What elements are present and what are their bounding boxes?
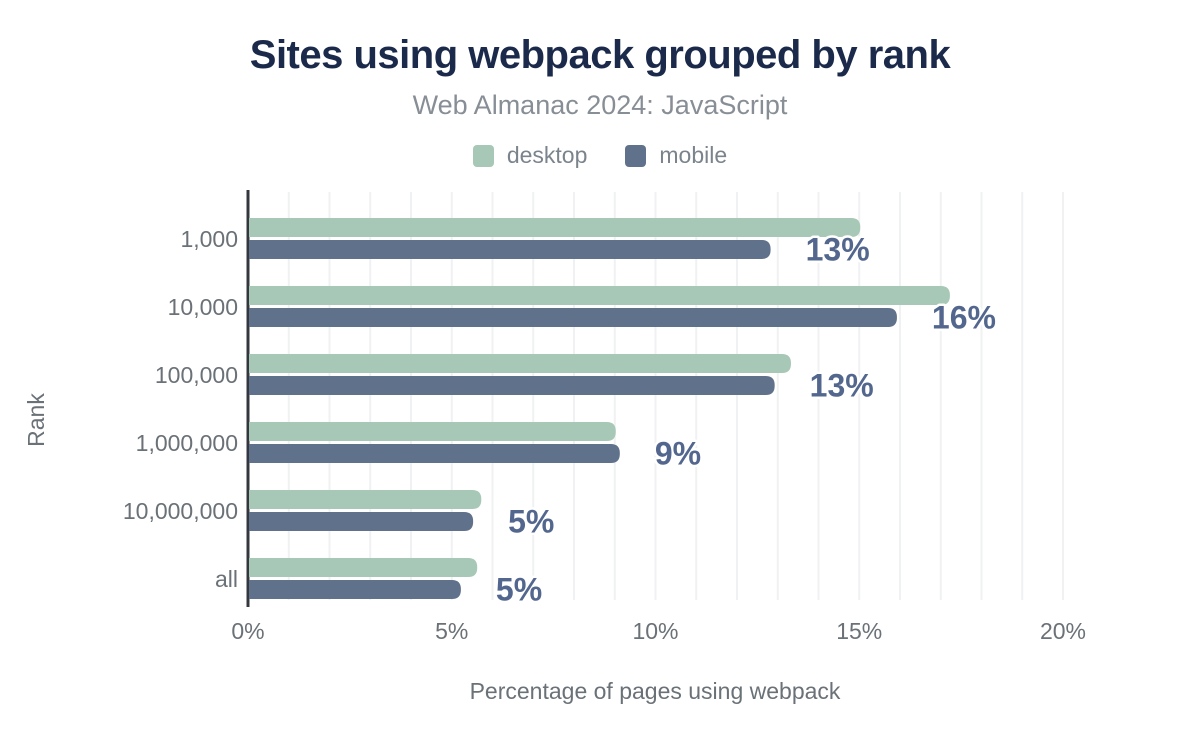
bar-desktop-2[interactable] [249, 354, 791, 373]
bar-value-label: 9% [655, 436, 701, 472]
y-axis-title: Rank [23, 393, 49, 447]
x-axis-title: Percentage of pages using webpack [470, 678, 841, 704]
bar-mobile-2[interactable] [249, 376, 775, 395]
x-tick-label: 20% [1040, 618, 1086, 644]
bar-mobile-1[interactable] [249, 308, 897, 327]
y-tick-label: all [215, 566, 238, 592]
bar-desktop-0[interactable] [249, 218, 861, 237]
y-tick-label: 10,000 [168, 294, 238, 320]
bar-desktop-4[interactable] [249, 490, 482, 509]
y-tick-label: 1,000 [180, 226, 238, 252]
legend-item-desktop[interactable]: desktop [472, 142, 588, 169]
mobile-swatch-icon [625, 144, 647, 167]
bar-mobile-0[interactable] [249, 240, 771, 259]
bar-value-label: 5% [496, 572, 542, 608]
bar-desktop-5[interactable] [249, 558, 478, 577]
bar-mobile-4[interactable] [249, 512, 474, 531]
y-tick-label: 1,000,000 [136, 430, 238, 456]
bar-mobile-5[interactable] [249, 580, 461, 599]
bar-value-label: 13% [810, 368, 874, 404]
desktop-swatch-icon [472, 144, 494, 167]
bar-mobile-3[interactable] [249, 444, 620, 463]
bar-value-label: 16% [932, 300, 996, 336]
chart-subtitle: Web Almanac 2024: JavaScript [412, 90, 788, 120]
y-tick-label: 10,000,000 [123, 498, 238, 524]
legend-label-desktop: desktop [506, 142, 588, 168]
x-tick-label: 5% [435, 618, 468, 644]
x-tick-label: 10% [632, 618, 678, 644]
x-tick-label: 0% [231, 618, 264, 644]
legend-item-mobile[interactable]: mobile [625, 142, 727, 169]
legend-label-mobile: mobile [659, 142, 728, 168]
y-tick-label: 100,000 [155, 362, 238, 388]
bar-value-label: 13% [806, 232, 870, 268]
chart-title: Sites using webpack grouped by rank [249, 33, 951, 77]
bar-desktop-3[interactable] [249, 422, 616, 441]
legend: desktop mobile [0, 142, 1200, 169]
x-tick-label: 15% [836, 618, 882, 644]
bar-value-label: 5% [508, 504, 554, 540]
bar-desktop-1[interactable] [249, 286, 950, 305]
